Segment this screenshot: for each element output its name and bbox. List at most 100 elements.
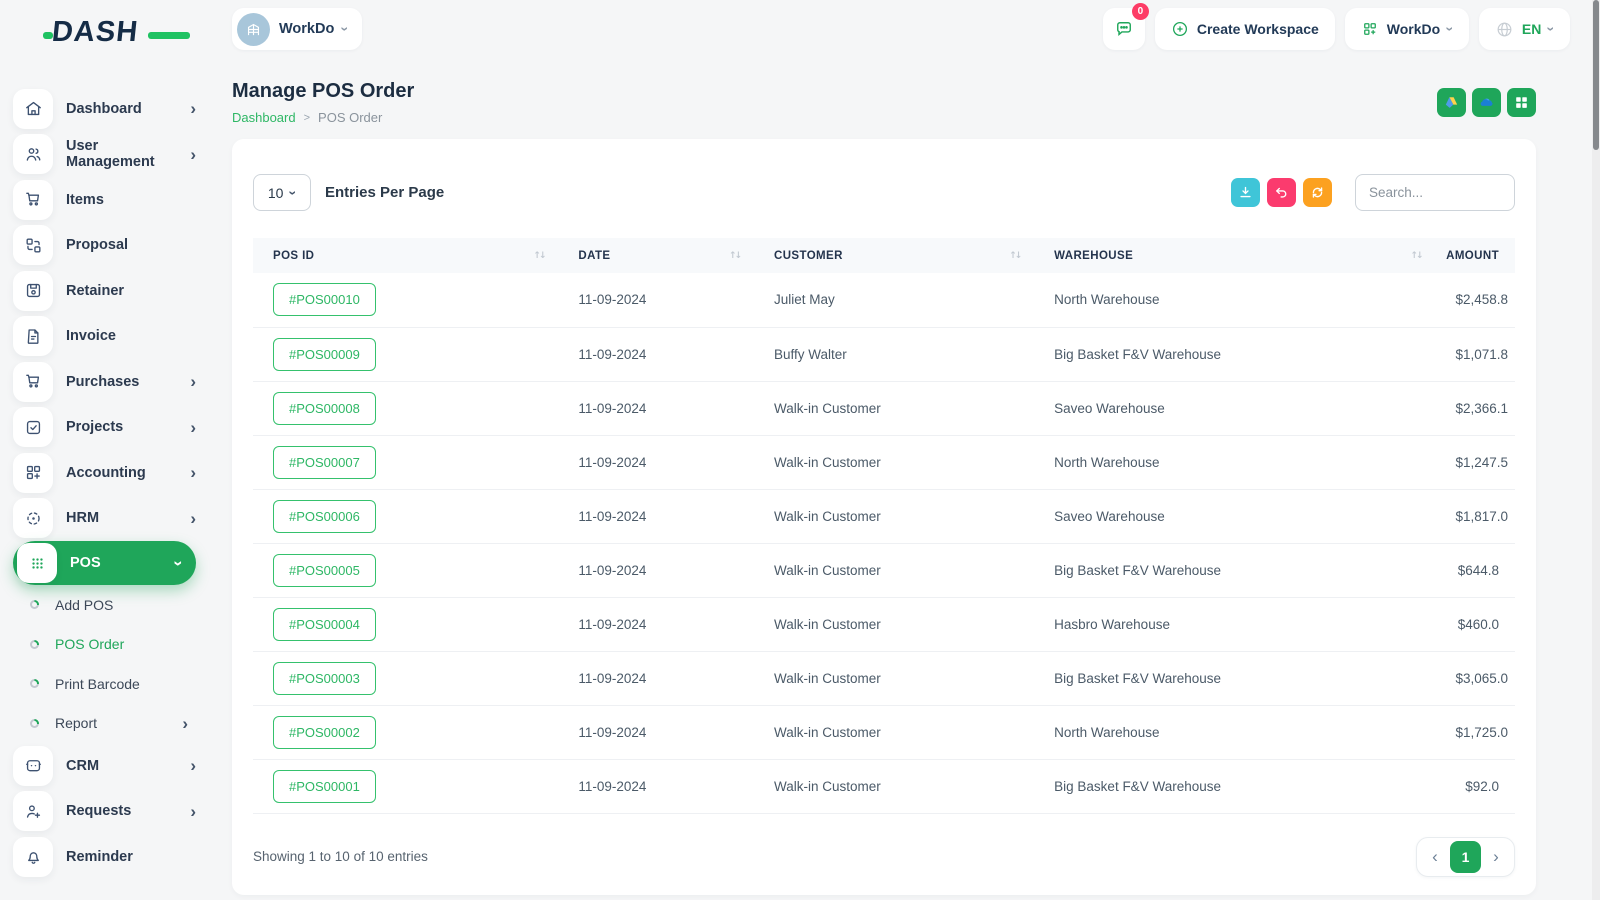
column-header-date[interactable]: DATE ↑↓: [558, 238, 754, 273]
table-row: #POS00003 11-09-2024 Walk-in Customer Big B…: [253, 651, 1515, 706]
chat-icon: [1116, 22, 1131, 36]
table-row: #POS00010 11-09-2024 Juliet May North Wareh…: [253, 273, 1515, 328]
refresh-button[interactable]: [1303, 178, 1332, 207]
scrollbar-thumb[interactable]: [1593, 0, 1599, 150]
grid-icon: [1516, 97, 1527, 108]
pos-id-button[interactable]: #POS00005: [273, 553, 376, 587]
reset-button[interactable]: [1267, 178, 1296, 207]
reminder-icon: [13, 836, 53, 877]
table-row: #POS00002 11-09-2024 Walk-in Customer North…: [253, 705, 1515, 760]
chevron-right-icon: ›: [190, 801, 196, 821]
entries-value: 10: [267, 184, 284, 201]
language-selector[interactable]: EN ›: [1478, 8, 1570, 50]
onedrive-button[interactable]: [1472, 88, 1501, 117]
sort-icon[interactable]: ↑↓: [1410, 250, 1423, 261]
pos-id-button[interactable]: #POS00001: [273, 769, 376, 803]
card-footer: Showing 1 to 10 of 10 entries ‹ 1 ›: [253, 836, 1515, 877]
pos-id-button[interactable]: #POS00002: [273, 715, 376, 749]
pos-id-button[interactable]: #POS00003: [273, 661, 376, 695]
showing-entries-text: Showing 1 to 10 of 10 entries: [253, 849, 428, 864]
sidebar-item-projects[interactable]: Projects ›: [0, 405, 214, 451]
sidebar-item-purchases[interactable]: Purchases ›: [0, 359, 214, 405]
logo-dash-accent: [148, 32, 190, 39]
cell-date: 11-09-2024: [558, 489, 754, 544]
chevron-right-icon: ›: [182, 713, 188, 733]
google-drive-button[interactable]: [1437, 88, 1466, 117]
cell-amount: $1,247.5: [1435, 435, 1515, 490]
undo-icon: [1276, 187, 1287, 198]
notification-badge: 0: [1131, 3, 1149, 20]
pos-id-button[interactable]: #POS00010: [273, 283, 376, 317]
entries-per-page-select[interactable]: 10 ›: [253, 174, 311, 211]
sidebar-item-invoice[interactable]: Invoice: [0, 314, 214, 360]
page-title: Manage POS Order: [232, 80, 415, 102]
sidebar-item-dashboard[interactable]: Dashboard ›: [0, 86, 214, 132]
brand-logo[interactable]: DASH: [43, 16, 190, 56]
pagination-next-button[interactable]: ›: [1481, 841, 1511, 873]
column-header-amount[interactable]: AMOUNT: [1435, 238, 1515, 273]
sidebar-item-accounting[interactable]: Accounting ›: [0, 450, 214, 496]
sidebar-item-reminder[interactable]: Reminder: [0, 834, 214, 880]
cart-icon: [13, 179, 53, 220]
chevron-right-icon: ›: [190, 463, 196, 483]
workspace-selector[interactable]: WorkDo ›: [232, 8, 362, 50]
breadcrumb-dashboard-link[interactable]: Dashboard: [232, 110, 296, 125]
onedrive-cloud-icon: [1480, 98, 1493, 106]
pos-id-button[interactable]: #POS00004: [273, 607, 376, 641]
pos-id-button[interactable]: #POS00007: [273, 445, 376, 479]
retainer-icon: [13, 270, 53, 311]
workdo-menu-button[interactable]: WorkDo ›: [1344, 8, 1469, 50]
sidebar-item-crm[interactable]: CRM ›: [0, 743, 214, 789]
column-header-customer[interactable]: CUSTOMER ↑↓: [754, 238, 1035, 273]
sort-icon[interactable]: ↑↓: [728, 250, 742, 261]
crm-icon: [13, 745, 53, 786]
export-download-button[interactable]: [1231, 178, 1260, 207]
google-drive-icon: [1445, 97, 1458, 108]
cell-customer: Juliet May: [754, 273, 1035, 328]
search-input[interactable]: [1355, 174, 1515, 211]
sidebar-subitem-report[interactable]: Report ›: [0, 704, 214, 744]
grid-view-button[interactable]: [1507, 88, 1536, 117]
sidebar-item-pos[interactable]: POS ›: [13, 541, 196, 585]
messages-button[interactable]: 0: [1102, 3, 1149, 50]
sidebar-subitem-pos-order[interactable]: POS Order: [0, 625, 214, 665]
cell-date: 11-09-2024: [558, 705, 754, 760]
pos-order-table: POS ID ↑↓ DATE ↑↓ CUSTOMER ↑↓ WAREHOUSE ↑↓ A…: [253, 238, 1515, 814]
pagination-prev-button[interactable]: ‹: [1420, 841, 1450, 873]
chevron-down-icon: ›: [169, 560, 189, 566]
pagination-page-1-button[interactable]: 1: [1450, 840, 1481, 873]
pos-id-button[interactable]: #POS00006: [273, 499, 376, 533]
chevron-right-icon: ›: [190, 99, 196, 119]
sidebar-item-retainer[interactable]: Retainer: [0, 268, 214, 314]
sort-icon[interactable]: ↑↓: [1009, 250, 1022, 261]
table-actions: [1231, 174, 1515, 211]
cell-date: 11-09-2024: [558, 651, 754, 706]
table-row: #POS00006 11-09-2024 Walk-in Customer Saveo…: [253, 489, 1515, 544]
table-row: #POS00001 11-09-2024 Walk-in Customer Big B…: [253, 759, 1515, 814]
create-workspace-button[interactable]: Create Workspace: [1154, 8, 1335, 50]
breadcrumb-current: POS Order: [318, 110, 383, 125]
table-row: #POS00008 11-09-2024 Walk-in Customer Saveo…: [253, 381, 1515, 436]
sort-icon[interactable]: ↑↓: [533, 250, 546, 261]
projects-icon: [13, 407, 53, 448]
language-label: EN: [1521, 21, 1542, 37]
cell-date: 11-09-2024: [558, 597, 754, 652]
sidebar-item-items[interactable]: Items: [0, 177, 214, 223]
requests-icon: [13, 791, 53, 832]
chevron-right-icon: ›: [190, 756, 196, 776]
sidebar-subitem-add-pos[interactable]: Add POS: [0, 585, 214, 625]
pos-id-button[interactable]: #POS00009: [273, 337, 376, 371]
breadcrumb-separator: >: [303, 111, 311, 124]
sidebar-item-user-management[interactable]: User Management ›: [0, 132, 214, 178]
pos-icon: [17, 543, 57, 583]
table-row: #POS00007 11-09-2024 Walk-in Customer North…: [253, 435, 1515, 490]
sidebar-item-proposal[interactable]: Proposal: [0, 223, 214, 269]
cell-amount: $3,065.0: [1435, 651, 1515, 706]
column-header-pos-id[interactable]: POS ID ↑↓: [253, 238, 559, 273]
cell-warehouse: Hasbro Warehouse: [1034, 597, 1436, 652]
column-header-warehouse[interactable]: WAREHOUSE ↑↓: [1034, 238, 1436, 273]
pos-id-button[interactable]: #POS00008: [273, 391, 376, 425]
sidebar-subitem-print-barcode[interactable]: Print Barcode: [0, 664, 214, 704]
sidebar-item-requests[interactable]: Requests ›: [0, 789, 214, 835]
sidebar-item-hrm[interactable]: HRM ›: [0, 496, 214, 542]
